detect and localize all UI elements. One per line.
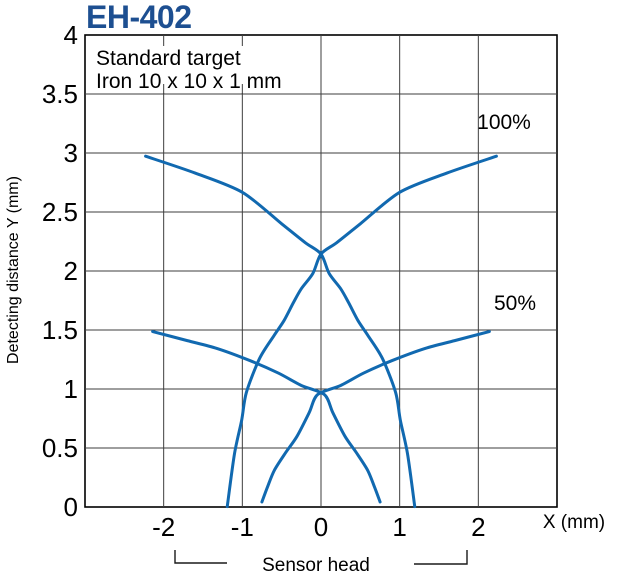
svg-text:-2: -2 — [152, 512, 175, 542]
svg-text:0: 0 — [64, 492, 78, 522]
svg-text:1.5: 1.5 — [42, 315, 78, 345]
svg-text:100%: 100% — [477, 111, 531, 134]
svg-text:50%: 50% — [494, 292, 536, 315]
svg-text:Iron 10 x 10 x 1 mm: Iron 10 x 10 x 1 mm — [96, 70, 282, 93]
svg-text:X (mm): X (mm) — [543, 512, 605, 533]
svg-text:4: 4 — [64, 20, 78, 50]
svg-text:2: 2 — [64, 256, 78, 286]
svg-text:2.5: 2.5 — [42, 197, 78, 227]
svg-text:0: 0 — [314, 512, 328, 542]
svg-text:3.5: 3.5 — [42, 79, 78, 109]
svg-text:1: 1 — [392, 512, 406, 542]
svg-text:0.5: 0.5 — [42, 433, 78, 463]
svg-text:Sensor head: Sensor head — [262, 555, 370, 576]
svg-text:2: 2 — [471, 512, 485, 542]
svg-text:-1: -1 — [231, 512, 254, 542]
svg-text:3: 3 — [64, 138, 78, 168]
svg-text:1: 1 — [64, 374, 78, 404]
svg-text:Standard target: Standard target — [96, 47, 241, 70]
